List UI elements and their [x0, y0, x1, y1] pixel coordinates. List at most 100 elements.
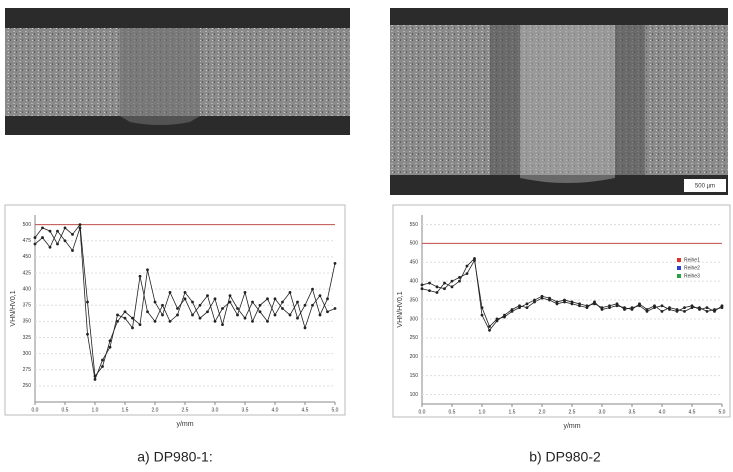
data-point [608, 306, 611, 310]
data-point [183, 290, 187, 294]
data-point [288, 313, 292, 317]
data-point [48, 245, 52, 249]
data-point [443, 281, 446, 285]
data-point [266, 297, 269, 301]
data-point [615, 304, 619, 308]
data-point [428, 289, 431, 292]
data-point [243, 316, 247, 320]
y-tick-label: 475 [23, 238, 32, 244]
x-tick-label: 3.0 [599, 409, 606, 415]
data-point [458, 275, 461, 279]
data-point [585, 306, 589, 310]
data-point [525, 306, 529, 310]
x-tick-label: 4.5 [302, 407, 309, 413]
data-point [303, 303, 307, 307]
data-point [146, 310, 149, 314]
legend-label: Reihe3 [684, 273, 700, 279]
y-tick-label: 500 [23, 222, 32, 228]
data-point [318, 313, 322, 317]
data-point [473, 257, 476, 260]
data-point [683, 309, 686, 313]
data-point [281, 307, 284, 310]
data-point [101, 365, 104, 368]
data-point [258, 310, 262, 314]
data-point [593, 300, 596, 304]
x-tick-label: 1.0 [479, 409, 486, 415]
data-point [63, 226, 67, 230]
x-tick-label: 2.5 [182, 407, 189, 413]
data-point [116, 319, 119, 323]
data-point [645, 308, 649, 311]
data-point [78, 226, 82, 230]
data-point [176, 307, 179, 310]
data-point [318, 294, 322, 298]
y-tick-label: 450 [410, 260, 419, 266]
x-tick-label: 1.5 [122, 407, 129, 413]
data-point [168, 290, 172, 294]
micrograph-b: 500 µm [390, 8, 728, 195]
data-point [123, 310, 127, 314]
data-point [116, 313, 119, 317]
data-point [570, 302, 574, 306]
data-point [131, 316, 134, 320]
y-tick-label: 250 [23, 383, 32, 389]
data-point [443, 287, 446, 291]
data-point [228, 294, 232, 298]
x-tick-label: 0.0 [32, 407, 39, 413]
data-point [221, 307, 224, 310]
data-point [488, 325, 491, 328]
data-point [108, 345, 112, 349]
data-point [303, 326, 307, 330]
data-point [236, 313, 239, 317]
data-point [206, 310, 209, 314]
data-point [488, 328, 491, 332]
data-point [563, 300, 566, 304]
data-point [465, 272, 469, 275]
data-point [236, 307, 239, 310]
data-point [503, 313, 506, 317]
data-point [525, 302, 529, 306]
data-point [138, 323, 142, 327]
data-point [206, 294, 209, 298]
data-point [705, 309, 709, 313]
x-tick-label: 2.0 [539, 409, 546, 415]
data-point [660, 309, 664, 313]
data-point [668, 306, 671, 310]
data-point [533, 300, 536, 304]
legend-swatch [677, 274, 681, 278]
data-point [41, 236, 44, 239]
data-point [705, 306, 709, 310]
data-point [333, 307, 337, 310]
data-point [86, 332, 89, 336]
data-point [131, 326, 134, 330]
y-tick-label: 250 [410, 335, 419, 341]
data-point [168, 319, 172, 323]
y-tick-label: 500 [410, 241, 419, 247]
data-point [495, 319, 499, 323]
data-point [198, 303, 202, 307]
data-point [213, 297, 217, 301]
y-tick-label: 150 [410, 373, 419, 379]
data-point [161, 303, 164, 307]
x-tick-label: 2.5 [569, 409, 576, 415]
scale-bar-label: 500 µm [695, 184, 715, 190]
data-point [63, 239, 67, 243]
micrograph-a [5, 8, 350, 135]
data-point [183, 297, 187, 301]
caption: b) DP980-2 [529, 449, 601, 465]
x-axis-label: y/mm [176, 421, 193, 428]
x-tick-label: 5.0 [332, 407, 339, 413]
data-point [146, 268, 149, 272]
data-point [101, 358, 104, 362]
data-point [71, 249, 74, 252]
data-point [435, 285, 439, 289]
y-tick-label: 300 [410, 316, 419, 322]
data-point [176, 313, 179, 317]
data-point [41, 226, 44, 230]
legend-swatch [677, 266, 681, 270]
data-point [123, 316, 127, 320]
data-point [326, 310, 329, 314]
data-point [251, 319, 254, 323]
data-point [296, 316, 299, 320]
data-point [326, 297, 329, 301]
